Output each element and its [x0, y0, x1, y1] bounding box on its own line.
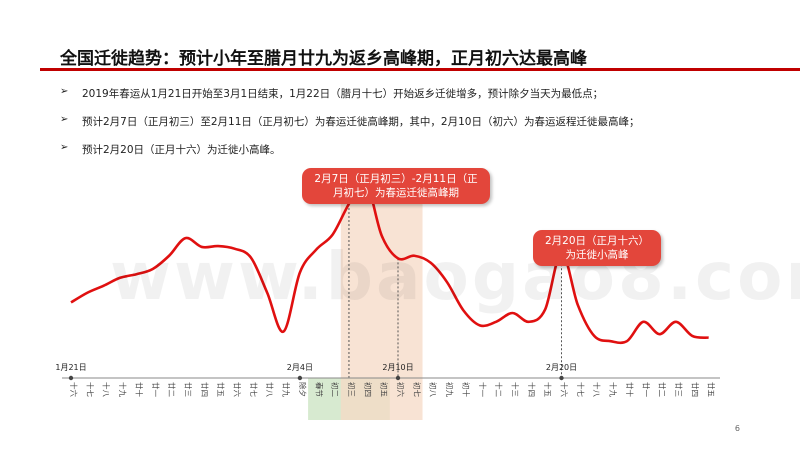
- x-tick-label: 除夕: [298, 382, 308, 397]
- x-tick-label: 廿一: [641, 382, 651, 397]
- page-title: 全国迁徙趋势：预计小年至腊月廿九为返乡高峰期，正月初六达最高峰: [60, 49, 587, 69]
- x-tick-label: 十七: [576, 382, 586, 397]
- date-marker-dot: [559, 375, 564, 381]
- x-tick-label: 廿四: [690, 382, 700, 397]
- x-tick-label: 十七: [85, 382, 95, 397]
- bullet-text: 预计2月7日（正月初三）至2月11日（正月初七）为春运迁徙高峰期，其中，2月10…: [82, 116, 640, 128]
- x-tick-label: 初八: [429, 382, 439, 397]
- series-line: [70, 177, 709, 345]
- arrow-bullet-icon: ➢: [60, 142, 69, 153]
- date-marker-label: 1月21日: [55, 363, 86, 372]
- bullet-list: ➢ 2019年春运从1月21日开始至3月1日结束，1月22日（腊月十七）开始返乡…: [60, 86, 780, 170]
- minor-peak-callout: 2月20日（正月十六）为迁徙小高峰: [533, 230, 661, 266]
- x-tick-label: 初十: [461, 382, 471, 397]
- date-marker-label: 2月20日: [546, 363, 577, 372]
- x-tick-label: 廿十: [134, 382, 144, 397]
- x-tick-label: 初七: [412, 382, 422, 397]
- x-tick-label: 十二: [494, 382, 504, 397]
- x-tick-label: 廿三: [183, 382, 193, 397]
- x-tick-label: 廿五: [216, 382, 226, 397]
- date-marker-label: 2月4日: [287, 363, 313, 372]
- watermark: www.baogao8.com: [110, 238, 800, 315]
- x-tick-label: 廿三: [674, 382, 684, 397]
- x-tick-label: 十六: [69, 382, 79, 397]
- date-marker-dot: [395, 375, 401, 381]
- date-marker-dot: [68, 375, 74, 381]
- x-tick-label: 初五: [380, 382, 390, 397]
- peak-period-callout: 2月7日（正月初三）-2月11日（正月初七）为春运迁徙高峰期: [302, 168, 490, 204]
- x-tick-label: 廿七: [249, 382, 259, 397]
- bullet-item: ➢ 2019年春运从1月21日开始至3月1日结束，1月22日（腊月十七）开始返乡…: [60, 86, 780, 114]
- x-tick-label: 十八: [102, 382, 112, 397]
- x-tick-label: 初四: [363, 382, 373, 397]
- x-tick-label: 廿九: [282, 382, 292, 397]
- x-tick-label: 初六: [396, 382, 406, 397]
- bullet-text: 预计2月20日（正月十六）为迁徙小高峰。: [82, 144, 281, 156]
- x-tick-label: 廿五: [707, 382, 717, 397]
- x-tick-label: 十九: [609, 382, 619, 397]
- x-tick-label: 初九: [445, 382, 455, 397]
- x-tick-label: 十八: [592, 382, 602, 397]
- x-tick-label: 廿一: [151, 382, 161, 397]
- date-marker-dot: [297, 375, 303, 381]
- x-tick-label: 廿六: [233, 382, 243, 397]
- bullet-item: ➢ 预计2月20日（正月十六）为迁徙小高峰。: [60, 142, 780, 170]
- x-tick-label: 十三: [510, 382, 520, 397]
- x-tick-label: 十四: [527, 382, 537, 397]
- x-tick-label: 十六: [560, 382, 570, 397]
- x-tick-label: 十五: [543, 382, 553, 397]
- x-tick-label: 春节: [314, 382, 324, 397]
- x-tick-label: 廿二: [658, 382, 668, 397]
- x-tick-label: 廿十: [625, 382, 635, 397]
- page-number: 6: [734, 424, 740, 433]
- arrow-bullet-icon: ➢: [60, 86, 69, 97]
- x-tick-label: 初三: [347, 382, 357, 397]
- arrow-bullet-icon: ➢: [60, 114, 69, 125]
- x-tick-label: 初二: [331, 382, 341, 397]
- bullet-item: ➢ 预计2月7日（正月初三）至2月11日（正月初七）为春运迁徙高峰期，其中，2月…: [60, 114, 780, 142]
- x-tick-label: 十一: [478, 382, 488, 397]
- bullet-text: 2019年春运从1月21日开始至3月1日结束，1月22日（腊月十七）开始返乡迁徙…: [82, 88, 604, 100]
- x-tick-label: 廿八: [265, 382, 275, 397]
- date-marker-label: 2月10日: [382, 363, 413, 372]
- x-tick-label: 十九: [118, 382, 128, 397]
- title-underline: [40, 68, 800, 71]
- x-tick-label: 廿四: [200, 382, 210, 397]
- x-tick-label: 廿二: [167, 382, 177, 397]
